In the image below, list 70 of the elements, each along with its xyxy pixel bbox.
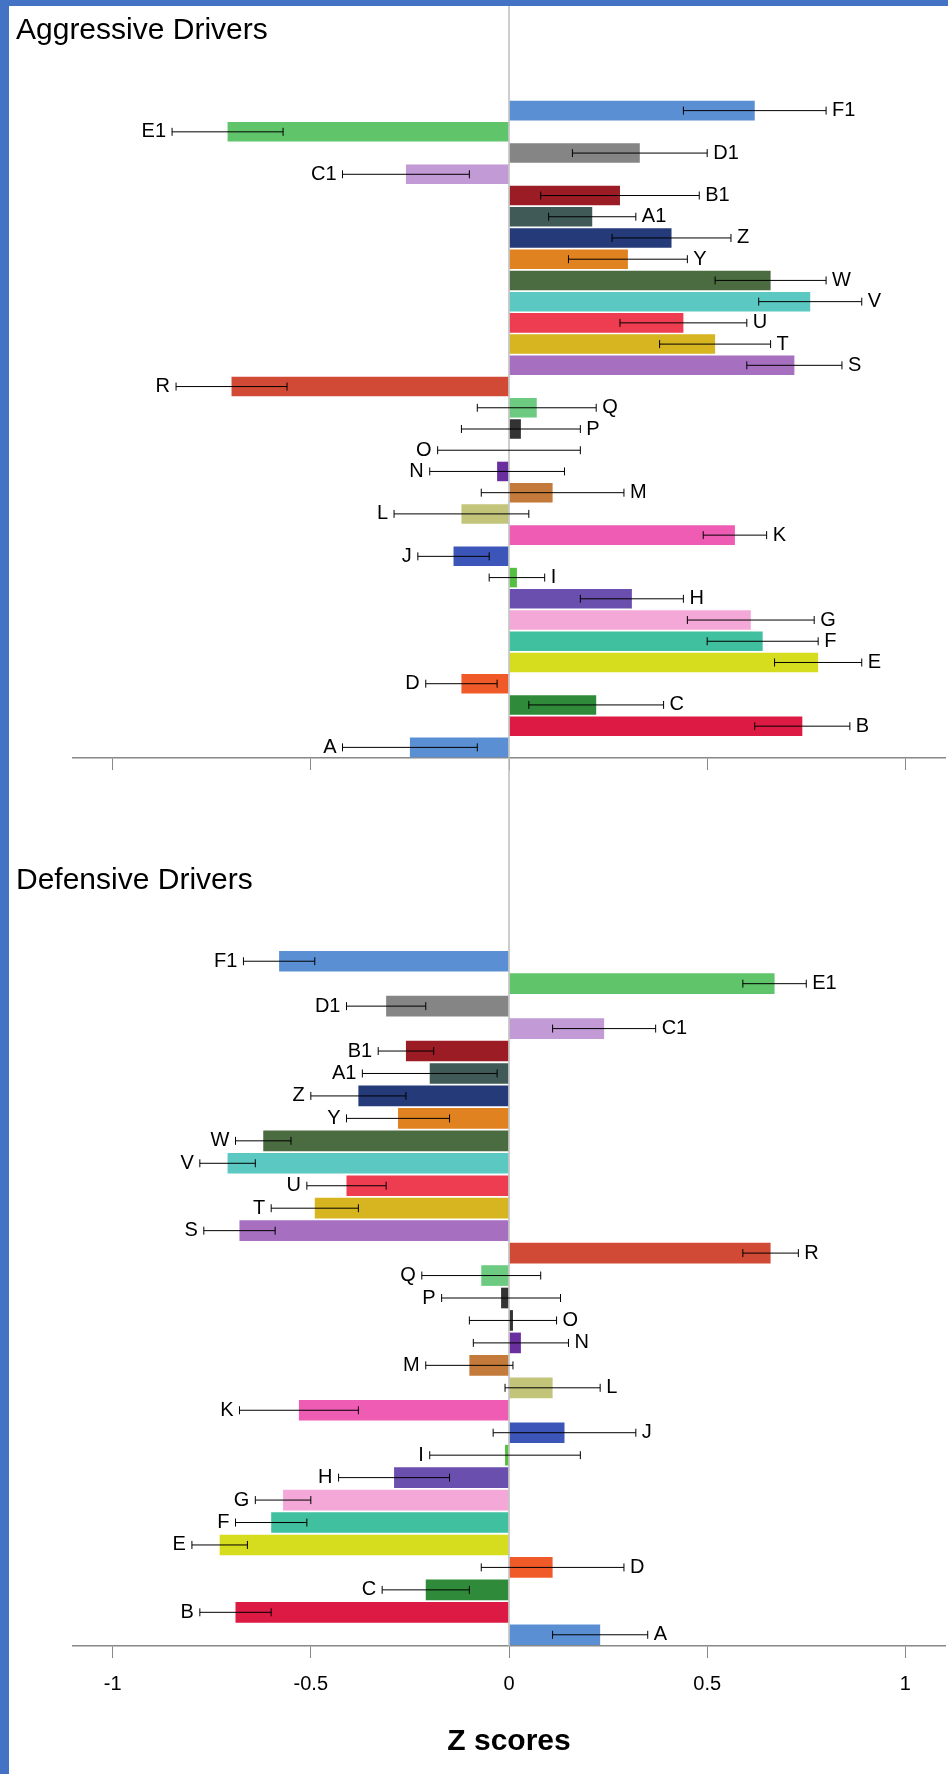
category-label: Z [736,225,750,248]
category-label: E1 [812,971,837,994]
category-label: M [403,1352,420,1375]
category-label: E1 [141,119,167,142]
category-label: O [562,1307,579,1330]
category-label: Q [400,1263,416,1286]
category-label: C [669,692,685,715]
category-label: I [418,1442,424,1465]
category-label: H [318,1465,333,1488]
category-label: A [323,734,337,757]
category-label: R [155,374,171,397]
category-label: H [689,586,704,609]
category-label: G [820,607,836,630]
category-label: B [855,713,870,736]
category-label: B1 [705,183,730,206]
category-label: D1 [314,993,341,1016]
category-label: P [586,416,600,439]
x-tick-label: 0.5 [693,1671,722,1694]
category-label: B1 [347,1038,373,1061]
chart-title: Defensive Drivers [16,862,253,896]
category-label: D [629,1554,645,1577]
category-label: A1 [641,204,667,227]
category-label: O [416,437,432,460]
category-label: F [824,628,837,651]
category-label: U [286,1173,301,1196]
category-label: K [220,1397,234,1420]
category-label: T [252,1195,266,1218]
category-label: A1 [331,1061,357,1083]
category-label: A [653,1622,668,1645]
x-axis-title: Z scores [447,1723,571,1757]
category-label: B [180,1599,194,1622]
category-label: E [172,1532,186,1555]
category-label: T [776,331,789,354]
category-label: W [832,267,851,290]
x-tick-label: 0 [503,1671,515,1694]
category-label: D [405,671,420,694]
category-label: N [574,1330,589,1353]
category-label: F1 [832,98,856,121]
category-label: Y [693,246,707,269]
category-label: P [422,1285,436,1308]
category-label: K [772,522,786,545]
category-label: I [550,565,557,588]
category-label: F [217,1510,230,1533]
category-label: J [401,543,412,566]
category-label: L [606,1375,618,1398]
category-label: C1 [310,161,337,184]
category-label: Y [327,1105,341,1128]
category-label: S [847,352,862,375]
category-label: E [867,650,882,672]
category-label: F1 [214,948,238,971]
x-tick-label: 1 [899,1671,911,1694]
category-label: N [409,458,424,481]
x-tick-label: -1 [103,1671,122,1694]
category-label: G [233,1487,250,1510]
category-label: C [361,1577,377,1600]
category-label: W [210,1128,230,1151]
category-label: M [629,480,647,503]
x-tick-label: -0.5 [293,1671,329,1694]
category-label: S [184,1218,198,1241]
category-label: C1 [661,1016,688,1039]
category-label: R [804,1240,819,1263]
category-label: V [867,289,882,312]
category-label: Q [602,395,618,418]
category-label: D1 [713,140,739,163]
category-label: L [376,501,389,524]
category-label: U [752,310,768,333]
category-label: Z [292,1083,305,1106]
category-label: J [641,1420,652,1443]
chart-title: Aggressive Drivers [16,12,268,46]
category-label: V [180,1150,194,1173]
